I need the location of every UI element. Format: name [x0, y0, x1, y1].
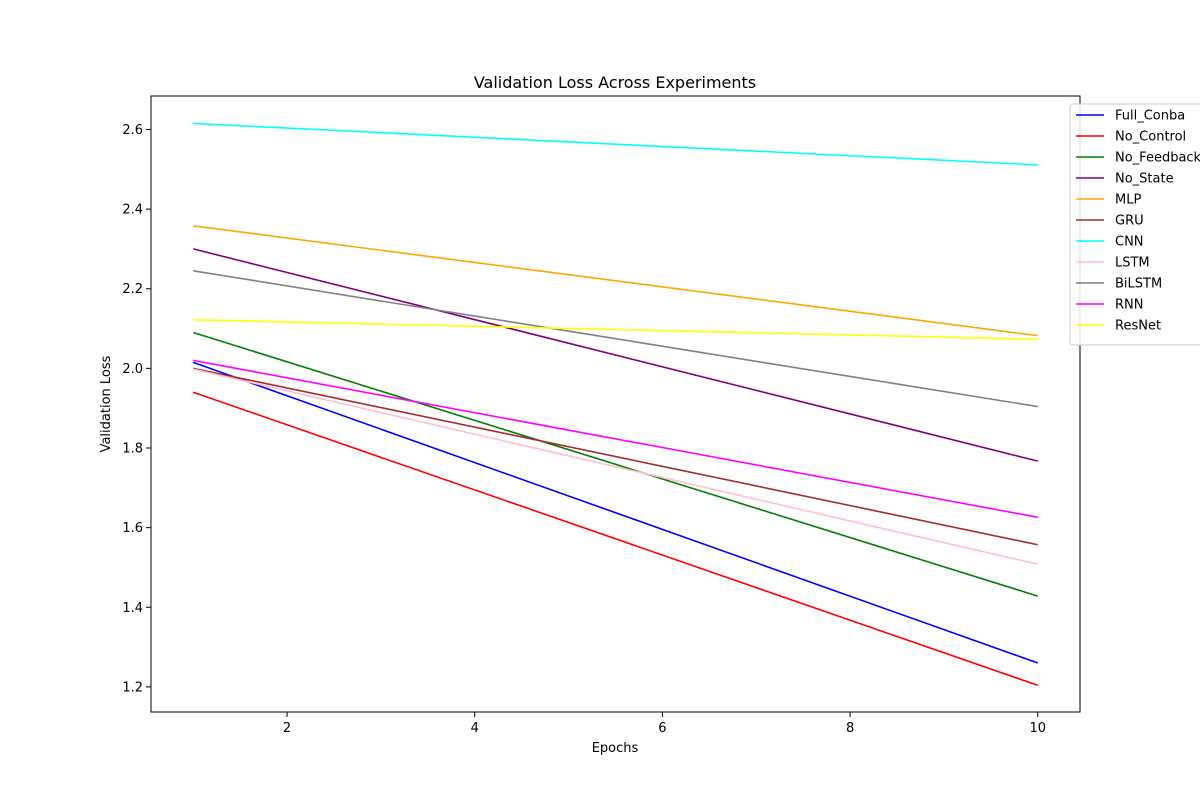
legend-label-bilstm: BiLSTM [1115, 277, 1162, 292]
legend-label-mlp: MLP [1115, 193, 1141, 208]
y-tick-label: 1.6 [122, 521, 143, 536]
x-tick-label: 6 [658, 721, 666, 736]
plot-frame [150, 95, 1081, 713]
legend-label-cnn: CNN [1115, 235, 1144, 250]
legend-label-no-control: No_Control [1115, 130, 1186, 145]
x-axis-label: Epochs [592, 741, 639, 756]
y-tick-label: 1.8 [122, 442, 143, 457]
legend-label-no-feedback: No_Feedback [1115, 151, 1200, 166]
y-tick-label: 1.4 [122, 601, 143, 616]
y-tick-label: 2.2 [122, 282, 143, 297]
y-tick-label: 2.0 [122, 362, 143, 377]
legend-label-no-state: No_State [1115, 172, 1174, 187]
series-line-resnet [193, 318, 1038, 341]
series-line-no-state [193, 248, 1038, 462]
series-line-lstm [193, 368, 1038, 566]
legend-label-rnn: RNN [1115, 298, 1143, 313]
x-axis: 2 4 6 8 10 [283, 712, 1046, 736]
legend-label-full-conba: Full_Conba [1115, 109, 1185, 124]
legend: Full_Conba No_Control No_Feedback No_State M… [1069, 103, 1200, 346]
series-layer [192, 122, 1039, 687]
legend-label-gru: GRU [1115, 214, 1144, 229]
chart-title: Validation Loss Across Experiments [474, 73, 756, 92]
series-line-cnn [193, 122, 1038, 166]
series-line-bilstm [193, 270, 1038, 408]
x-tick-label: 8 [846, 721, 854, 736]
x-tick-label: 10 [1029, 721, 1046, 736]
legend-box [1069, 103, 1200, 346]
series-line-no-control [192, 391, 1039, 687]
y-axis: 1.2 1.4 1.6 1.8 2.0 2.2 2.4 2.6 [122, 123, 151, 695]
legend-label-lstm: LSTM [1115, 256, 1150, 271]
y-tick-label: 2.6 [122, 123, 143, 138]
series-line-gru [193, 367, 1038, 546]
y-axis-label: Validation Loss [99, 355, 114, 452]
series-line-no-feedback [192, 331, 1039, 597]
legend-label-resnet: ResNet [1115, 319, 1161, 334]
series-line-rnn [193, 359, 1038, 519]
y-tick-label: 2.4 [122, 203, 143, 218]
series-line-mlp [193, 225, 1038, 337]
series-line-full-conba [192, 361, 1039, 664]
x-tick-label: 2 [283, 721, 291, 736]
y-tick-label: 1.2 [122, 680, 143, 695]
x-tick-label: 4 [471, 721, 479, 736]
